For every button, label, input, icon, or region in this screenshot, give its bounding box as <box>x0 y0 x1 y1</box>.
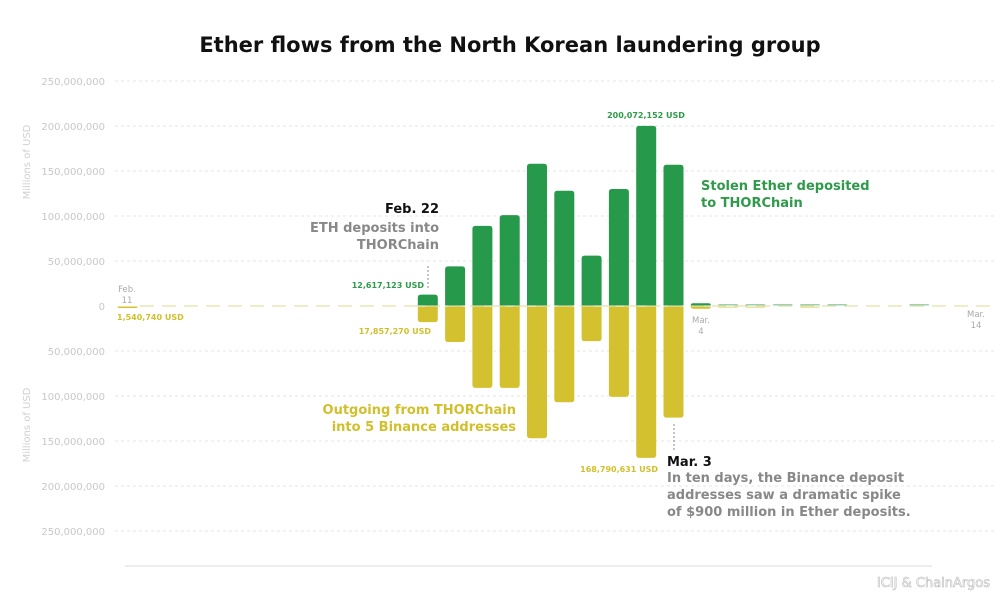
bar-inflow-mar-6 <box>745 304 766 306</box>
data-label-feb22-out: 17,857,270 USD <box>359 327 432 336</box>
bar-inflow-mar-5 <box>718 304 739 306</box>
bar-inflow-feb-23 <box>445 266 466 306</box>
bar-outflow-feb-28 <box>581 306 602 342</box>
bar-outflow-feb-11 <box>117 306 138 308</box>
annotation-mar3-title: Mar. 3 <box>667 455 712 470</box>
bar-inflow-mar-8 <box>800 304 820 306</box>
data-label-mar2-out: 168,790,631 USD <box>580 465 658 474</box>
bar-inflow-feb-27 <box>554 190 575 306</box>
bar-outflow-feb-22 <box>417 306 438 323</box>
y-tick-label: 150,000,000 <box>41 167 105 178</box>
bar-outflow-mar-2 <box>636 306 657 458</box>
bar-outflow-feb-25 <box>499 306 520 388</box>
bar-outflow-feb-26 <box>527 306 547 439</box>
y-tick-label: 100,000,000 <box>41 392 105 403</box>
y-tick-label: 200,000,000 <box>41 482 105 493</box>
bar-inflow-mar-4 <box>690 303 711 306</box>
y-tick-label: 250,000,000 <box>41 77 105 88</box>
bar-outflow-mar-6 <box>745 306 766 308</box>
bar-inflow-mar-9 <box>827 304 848 306</box>
bar-outflow-feb-27 <box>554 306 575 403</box>
bar-inflow-mar-1 <box>608 189 629 306</box>
bar-outflow-mar-5 <box>718 306 739 308</box>
y-axis-label-bottom: Millions of USD <box>22 387 33 462</box>
bar-inflow-feb-26 <box>527 163 547 306</box>
y-tick-label: 50,000,000 <box>48 347 105 358</box>
bar-inflow-mar-3 <box>663 164 684 306</box>
y-tick-label: 50,000,000 <box>48 257 105 268</box>
x-label-mar4: Mar. 4 <box>692 316 710 337</box>
bar-outflow-feb-24 <box>472 306 493 388</box>
bar-inflow-feb-28 <box>581 255 602 306</box>
bar-inflow-mar-12 <box>909 304 930 306</box>
annotation-feb22-title: Feb. 22 <box>385 202 439 217</box>
y-tick-label: 200,000,000 <box>41 122 105 133</box>
bar-outflow-mar-4 <box>690 306 711 309</box>
bar-inflow-feb-22 <box>417 294 438 306</box>
data-label-feb11-out: 1,540,740 USD <box>117 313 184 322</box>
y-tick-label: 250,000,000 <box>41 527 105 538</box>
bar-outflow-mar-3 <box>663 306 684 418</box>
annotation-mar3-text: In ten days, the Binance deposit addresse… <box>667 471 911 520</box>
data-label-feb22-in: 12,617,123 USD <box>352 281 425 290</box>
legend-inflow: Stolen Ether deposited to THORChain <box>701 179 870 211</box>
source-credit: ICIJ & ChainArgos <box>877 576 990 591</box>
y-tick-label: 100,000,000 <box>41 212 105 223</box>
y-axis-label-top: Millions of USD <box>22 124 33 199</box>
bar-inflow-feb-25 <box>499 215 520 306</box>
y-tick-label-zero: 0 <box>99 302 105 313</box>
annotation-feb22-text: ETH deposits into THORChain <box>310 221 439 253</box>
x-label-mar14: Mar. 14 <box>967 310 985 331</box>
bar-inflow-mar-2 <box>636 125 657 306</box>
y-tick-label: 150,000,000 <box>41 437 105 448</box>
data-label-mar2-in: 200,072,152 USD <box>607 111 685 120</box>
bar-outflow-mar-8 <box>800 306 820 308</box>
chart-title: Ether flows from the North Korean launde… <box>199 33 820 57</box>
bar-outflow-mar-1 <box>608 306 629 397</box>
legend-outflow: Outgoing from THORChain into 5 Binance ad… <box>323 403 517 435</box>
x-label-feb11: Feb. 11 <box>118 285 136 306</box>
bar-inflow-feb-24 <box>472 225 493 306</box>
bar-outflow-feb-23 <box>445 306 466 342</box>
bar-inflow-mar-7 <box>772 304 793 306</box>
